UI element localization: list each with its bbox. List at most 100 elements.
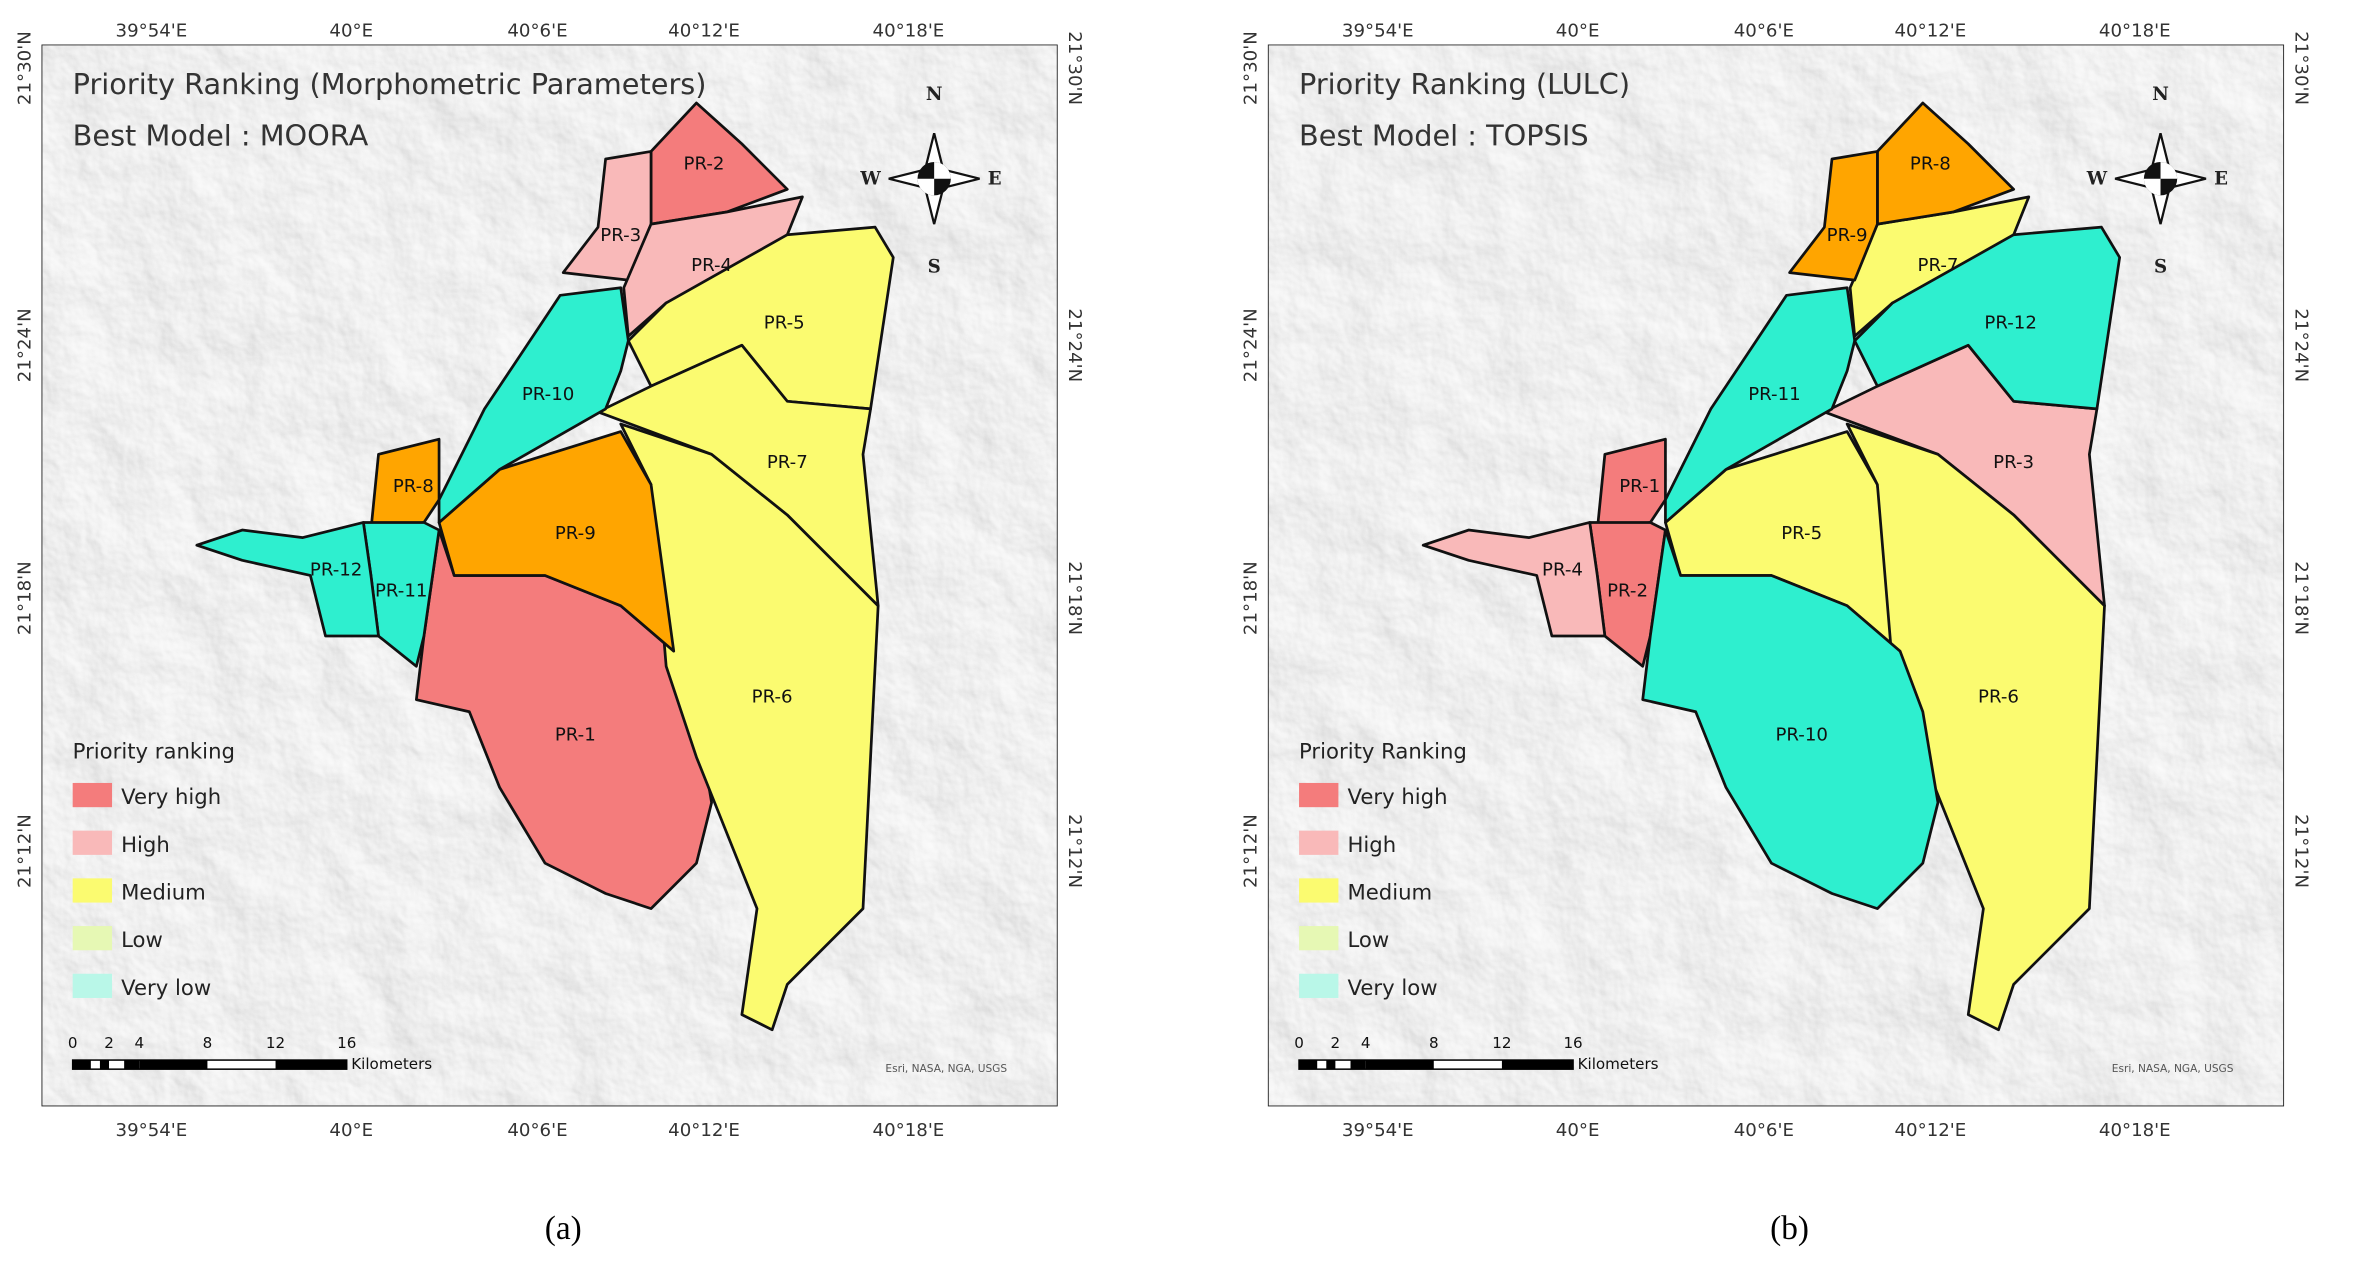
legend-label: Low [121,927,163,952]
map-title: Priority Ranking (LULC) [1299,67,1630,101]
compass-w: W [859,169,881,190]
legend-label: High [1347,832,1396,857]
lon-label: 39°54'E [1342,1120,1414,1141]
panel-caption: (b) [1770,1210,1809,1247]
legend-swatch [1299,878,1339,903]
map-subtitle: Best Model : MOORA [73,118,369,152]
legend-label: Very high [1347,784,1447,809]
scale-bar [1326,1060,1336,1070]
region-label: PR-7 [767,452,808,473]
region-label: PR-3 [1993,452,2034,473]
scale-bar [275,1060,347,1070]
region-label: PR-8 [393,476,434,497]
scale-label: 12 [1492,1034,1511,1052]
region-label: PR-7 [1917,255,1958,276]
legend-label: Very low [1347,975,1437,1000]
lon-label: 40°12'E [1895,20,1967,41]
region-label: PR-1 [1619,476,1660,497]
lat-label: 21°12'N [1241,814,1262,888]
lon-label: 40°18'E [2099,1120,2171,1141]
scale-bar [1350,1060,1366,1070]
scale-bar [1501,1060,1574,1070]
legend-swatch [72,973,113,998]
legend-title: Priority Ranking [1299,739,1467,764]
lat-label: 21°18'N [1064,561,1085,635]
region-label: PR-3 [600,225,641,246]
region-label: PR-9 [1827,225,1868,246]
scale-bar [99,1060,110,1070]
panel-caption: (a) [545,1210,582,1247]
attribution: Esri, NASA, NGA, USGS [885,1063,1007,1075]
region-label: PR-11 [375,581,427,602]
watershed [1641,528,1940,910]
region-label: PR-12 [310,559,362,580]
scale-label: 16 [337,1034,356,1052]
legend-swatch [72,878,113,903]
compass-n: N [926,84,943,105]
scale-bar [139,1060,208,1070]
region-label: PR-2 [684,154,725,175]
legend-swatch [1299,830,1339,855]
compass-e: E [2214,169,2228,190]
watershed [195,521,380,638]
region-label: PR-1 [555,725,596,746]
legend-title: Priority ranking [73,739,235,764]
compass-w: W [2086,169,2108,190]
watershed [437,430,676,653]
lat-label: 21°24'N [14,308,35,382]
scale-unit: Kilometers [1578,1055,1659,1073]
watershed [596,343,880,608]
lon-label: 40°18'E [2099,20,2171,41]
lon-label: 40°18'E [873,20,945,41]
scale-label: 8 [1429,1034,1439,1052]
region-label: PR-12 [1984,313,2036,334]
scale-label: 4 [134,1034,144,1052]
scale-unit: Kilometers [351,1055,432,1073]
scale-bar [1365,1060,1434,1070]
legend-swatch [1299,973,1339,998]
scale-label: 2 [104,1034,114,1052]
lat-label: 21°18'N [14,561,35,635]
scale-label: 4 [1361,1034,1371,1052]
lat-label: 21°30'N [1064,31,1085,105]
lon-label: 39°54'E [1342,20,1414,41]
region-label: PR-10 [522,384,574,405]
scale-label: 12 [266,1034,285,1052]
lon-label: 40°6'E [507,20,567,41]
region-label: PR-4 [1542,559,1583,580]
lon-label: 40°E [329,20,373,41]
region-label: PR-4 [691,255,732,276]
lon-label: 40°12'E [668,1120,740,1141]
region-label: PR-5 [764,313,805,334]
legend-swatch [72,830,113,855]
map-panel: PR-1 PR-2 PR-3 PR-4 PR-5 PR-6 PR-7 PR-8 PR-9 PR-1… [14,20,1085,1246]
lon-label: 39°54'E [116,20,188,41]
lat-label: 21°12'N [1064,814,1085,888]
map-subtitle: Best Model : TOPSIS [1299,118,1589,152]
scale-bar [124,1060,140,1070]
lon-label: 40°6'E [1734,20,1794,41]
compass [2143,162,2178,196]
legend-label: Very low [121,975,211,1000]
lon-label: 40°6'E [507,1120,567,1141]
region-label: PR-5 [1781,523,1822,544]
lon-label: 40°12'E [1895,1120,1967,1141]
compass-s: S [2154,257,2167,278]
lon-label: 40°6'E [1734,1120,1794,1141]
lat-label: 21°30'N [14,31,35,105]
map-panel: PR-1 PR-2 PR-3 PR-4 PR-5 PR-6 PR-7 PR-8 PR-9 PR-1… [1241,20,2312,1246]
lat-label: 21°30'N [1241,31,1262,105]
scale-bar [1299,1060,1318,1070]
lat-label: 21°12'N [2290,814,2311,888]
watershed [369,437,441,532]
lat-label: 21°18'N [1241,561,1262,635]
region-label: PR-8 [1910,154,1951,175]
legend-swatch [1299,926,1339,951]
scale-bar [72,1060,91,1070]
legend-label: Very high [121,784,221,809]
watershed [1788,150,1879,282]
region-label: PR-6 [752,687,793,708]
legend-label: Medium [121,880,206,905]
lon-label: 40°12'E [668,20,740,41]
